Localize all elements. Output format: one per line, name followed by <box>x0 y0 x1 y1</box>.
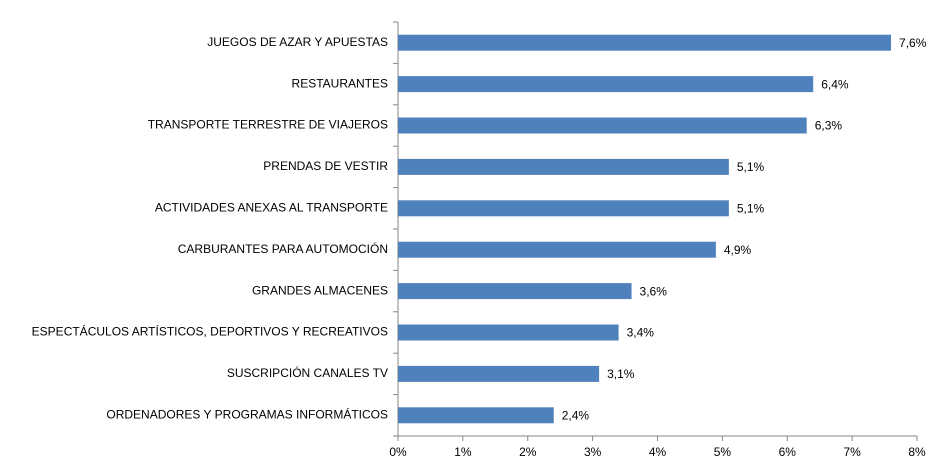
value-label: 6,3% <box>815 119 843 133</box>
value-label: 7,6% <box>899 36 927 50</box>
bar <box>398 158 729 175</box>
value-label: 5,1% <box>737 201 765 215</box>
bar <box>398 34 892 51</box>
bar <box>398 365 600 382</box>
value-label: 6,4% <box>821 77 849 91</box>
y-tick-label: ESPECTÁCULOS ARTÍSTICOS, DEPORTIVOS Y RE… <box>32 324 388 339</box>
bar <box>398 76 814 93</box>
y-tick-label: ORDENADORES Y PROGRAMAS INFORMÁTICOS <box>106 406 388 421</box>
y-tick-label: CARBURANTES PARA AUTOMOCIÓN <box>178 241 388 256</box>
bar <box>398 117 807 134</box>
y-tick-label: PRENDAS DE VESTIR <box>263 159 388 173</box>
y-tick-label: RESTAURANTES <box>292 76 388 90</box>
value-label: 3,6% <box>640 284 668 298</box>
bar <box>398 200 729 217</box>
x-tick-label: 5% <box>714 445 732 459</box>
x-tick-label: 6% <box>779 445 797 459</box>
y-tick-label: SUSCRIPCIÓN CANALES TV <box>227 365 388 380</box>
bar <box>398 283 632 300</box>
value-label: 3,1% <box>607 367 635 381</box>
x-tick-label: 8% <box>908 445 926 459</box>
x-tick-label: 4% <box>649 445 667 459</box>
x-tick-label: 2% <box>519 445 537 459</box>
x-tick-label: 7% <box>843 445 861 459</box>
value-label: 3,4% <box>627 326 655 340</box>
bar <box>398 407 554 424</box>
x-tick-label: 0% <box>389 445 407 459</box>
value-label: 4,9% <box>724 243 752 257</box>
y-tick-label: GRANDES ALMACENES <box>252 283 388 297</box>
x-tick-label: 3% <box>584 445 602 459</box>
y-tick-label: JUEGOS DE AZAR Y APUESTAS <box>207 35 388 49</box>
bar <box>398 241 716 258</box>
value-label: 5,1% <box>737 160 765 174</box>
value-label: 2,4% <box>562 408 590 422</box>
y-tick-label: ACTIVIDADES ANEXAS AL TRANSPORTE <box>155 200 388 214</box>
y-tick-label: TRANSPORTE TERRESTRE DE VIAJEROS <box>148 118 388 132</box>
bar <box>398 324 619 341</box>
x-tick-label: 1% <box>454 445 472 459</box>
